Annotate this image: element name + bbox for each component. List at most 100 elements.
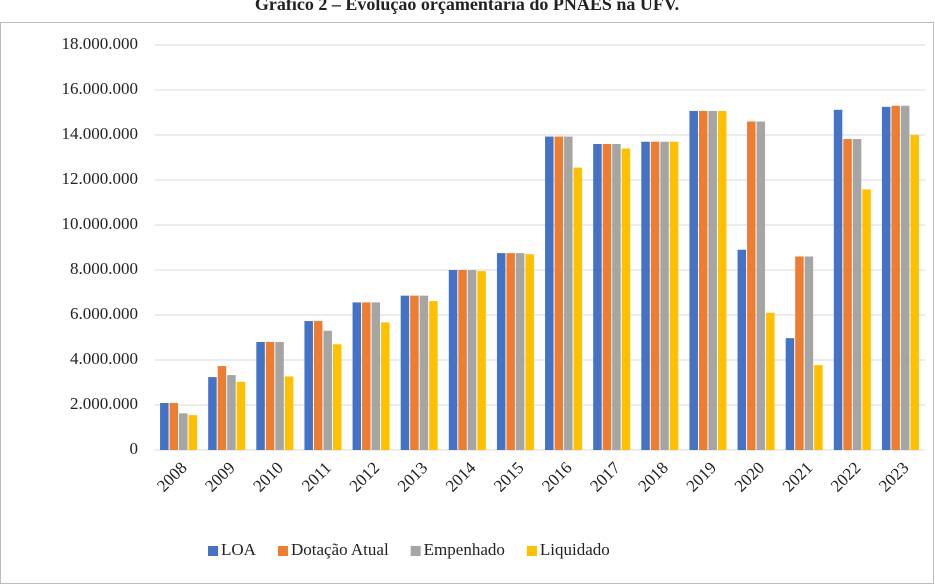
- y-tick-label: 10.000.000: [62, 214, 139, 233]
- bar: [160, 402, 169, 450]
- chart-frame: [0, 22, 934, 584]
- bar: [265, 342, 275, 450]
- bar: [862, 189, 871, 450]
- bar: [554, 136, 564, 450]
- legend-swatch: [526, 546, 537, 556]
- chart-title: Gráfico 2 – Evolução orçamentária do PNA…: [255, 0, 679, 14]
- legend-label: LOA: [221, 540, 257, 559]
- bar: [410, 295, 419, 450]
- x-tick-label: 2021: [779, 458, 816, 495]
- legend-label: Liquidado: [540, 540, 610, 559]
- bar: [593, 144, 602, 450]
- bar: [467, 270, 477, 450]
- bar: [371, 302, 381, 450]
- bar: [496, 253, 506, 450]
- bar: [564, 136, 573, 450]
- legend-label: Empenhado: [424, 540, 505, 559]
- bar: [717, 110, 727, 451]
- bar: [208, 377, 217, 450]
- bar: [795, 256, 804, 450]
- bar: [689, 110, 698, 451]
- bar: [236, 381, 246, 450]
- y-tick-label: 6.000.000: [70, 304, 138, 323]
- bar: [217, 366, 227, 450]
- y-tick-label: 2.000.000: [70, 394, 138, 413]
- x-tick-label: 2016: [538, 458, 575, 495]
- bar: [573, 167, 583, 450]
- bar: [602, 144, 612, 450]
- bar: [891, 105, 900, 450]
- bar: [612, 144, 621, 450]
- y-tick-label: 14.000.000: [62, 124, 139, 143]
- bar: [910, 135, 919, 450]
- x-tick-label: 2019: [683, 458, 720, 495]
- x-tick-label: 2023: [875, 458, 912, 495]
- bar: [804, 256, 814, 450]
- bar: [545, 136, 554, 450]
- bar: [227, 375, 236, 450]
- bar: [737, 249, 747, 450]
- bar: [458, 270, 467, 450]
- bar: [179, 413, 188, 450]
- bar: [381, 322, 390, 450]
- bar: [785, 338, 795, 450]
- bar: [313, 321, 323, 450]
- x-tick-label: 2013: [394, 458, 431, 495]
- bar: [650, 141, 660, 450]
- y-tick-label: 8.000.000: [70, 259, 138, 278]
- x-tick-label: 2009: [201, 458, 238, 495]
- y-tick-label: 18.000.000: [62, 34, 139, 53]
- bar: [814, 365, 823, 450]
- x-tick-label: 2014: [442, 458, 480, 496]
- bar: [419, 295, 429, 450]
- legend-swatch: [277, 546, 288, 556]
- x-tick-label: 2015: [490, 458, 527, 495]
- bar: [525, 254, 534, 450]
- bar: [506, 253, 515, 450]
- bar: [708, 110, 717, 451]
- bar: [169, 402, 179, 450]
- bar: [669, 141, 679, 450]
- bar: [747, 121, 756, 450]
- bar: [698, 110, 708, 451]
- bar: [304, 321, 313, 450]
- bar: [284, 376, 294, 450]
- bar: [362, 302, 371, 450]
- bar: [621, 148, 631, 450]
- bar: [881, 106, 891, 450]
- bar: [900, 105, 910, 450]
- bar: [833, 109, 843, 451]
- bar: [641, 141, 650, 450]
- bar: [515, 253, 525, 450]
- bar: [188, 415, 198, 450]
- legend-swatch: [208, 546, 218, 556]
- x-tick-label: 2017: [586, 458, 624, 496]
- bar: [256, 342, 265, 450]
- bar: [448, 270, 458, 450]
- bar: [352, 302, 362, 450]
- x-tick-label: 2010: [249, 458, 286, 495]
- bar: [332, 344, 342, 450]
- x-tick-label: 2020: [731, 458, 768, 495]
- y-tick-label: 16.000.000: [62, 79, 139, 98]
- bar: [852, 139, 862, 451]
- bar: [275, 342, 284, 450]
- bar: [766, 312, 775, 450]
- x-tick-label: 2022: [827, 458, 864, 495]
- x-tick-label: 2012: [346, 458, 383, 495]
- legend-swatch: [410, 546, 421, 556]
- legend-label: Dotação Atual: [291, 540, 389, 559]
- y-tick-label: 0: [130, 439, 139, 458]
- x-tick-label: 2008: [153, 458, 190, 495]
- y-tick-label: 4.000.000: [70, 349, 138, 368]
- bar: [400, 295, 410, 450]
- bar: [756, 121, 766, 450]
- bar: [660, 141, 669, 450]
- bar: [843, 139, 852, 451]
- bar: [429, 301, 438, 450]
- x-tick-label: 2011: [298, 458, 335, 495]
- bar: [477, 271, 486, 450]
- bar: [323, 330, 332, 450]
- y-tick-label: 12.000.000: [62, 169, 139, 188]
